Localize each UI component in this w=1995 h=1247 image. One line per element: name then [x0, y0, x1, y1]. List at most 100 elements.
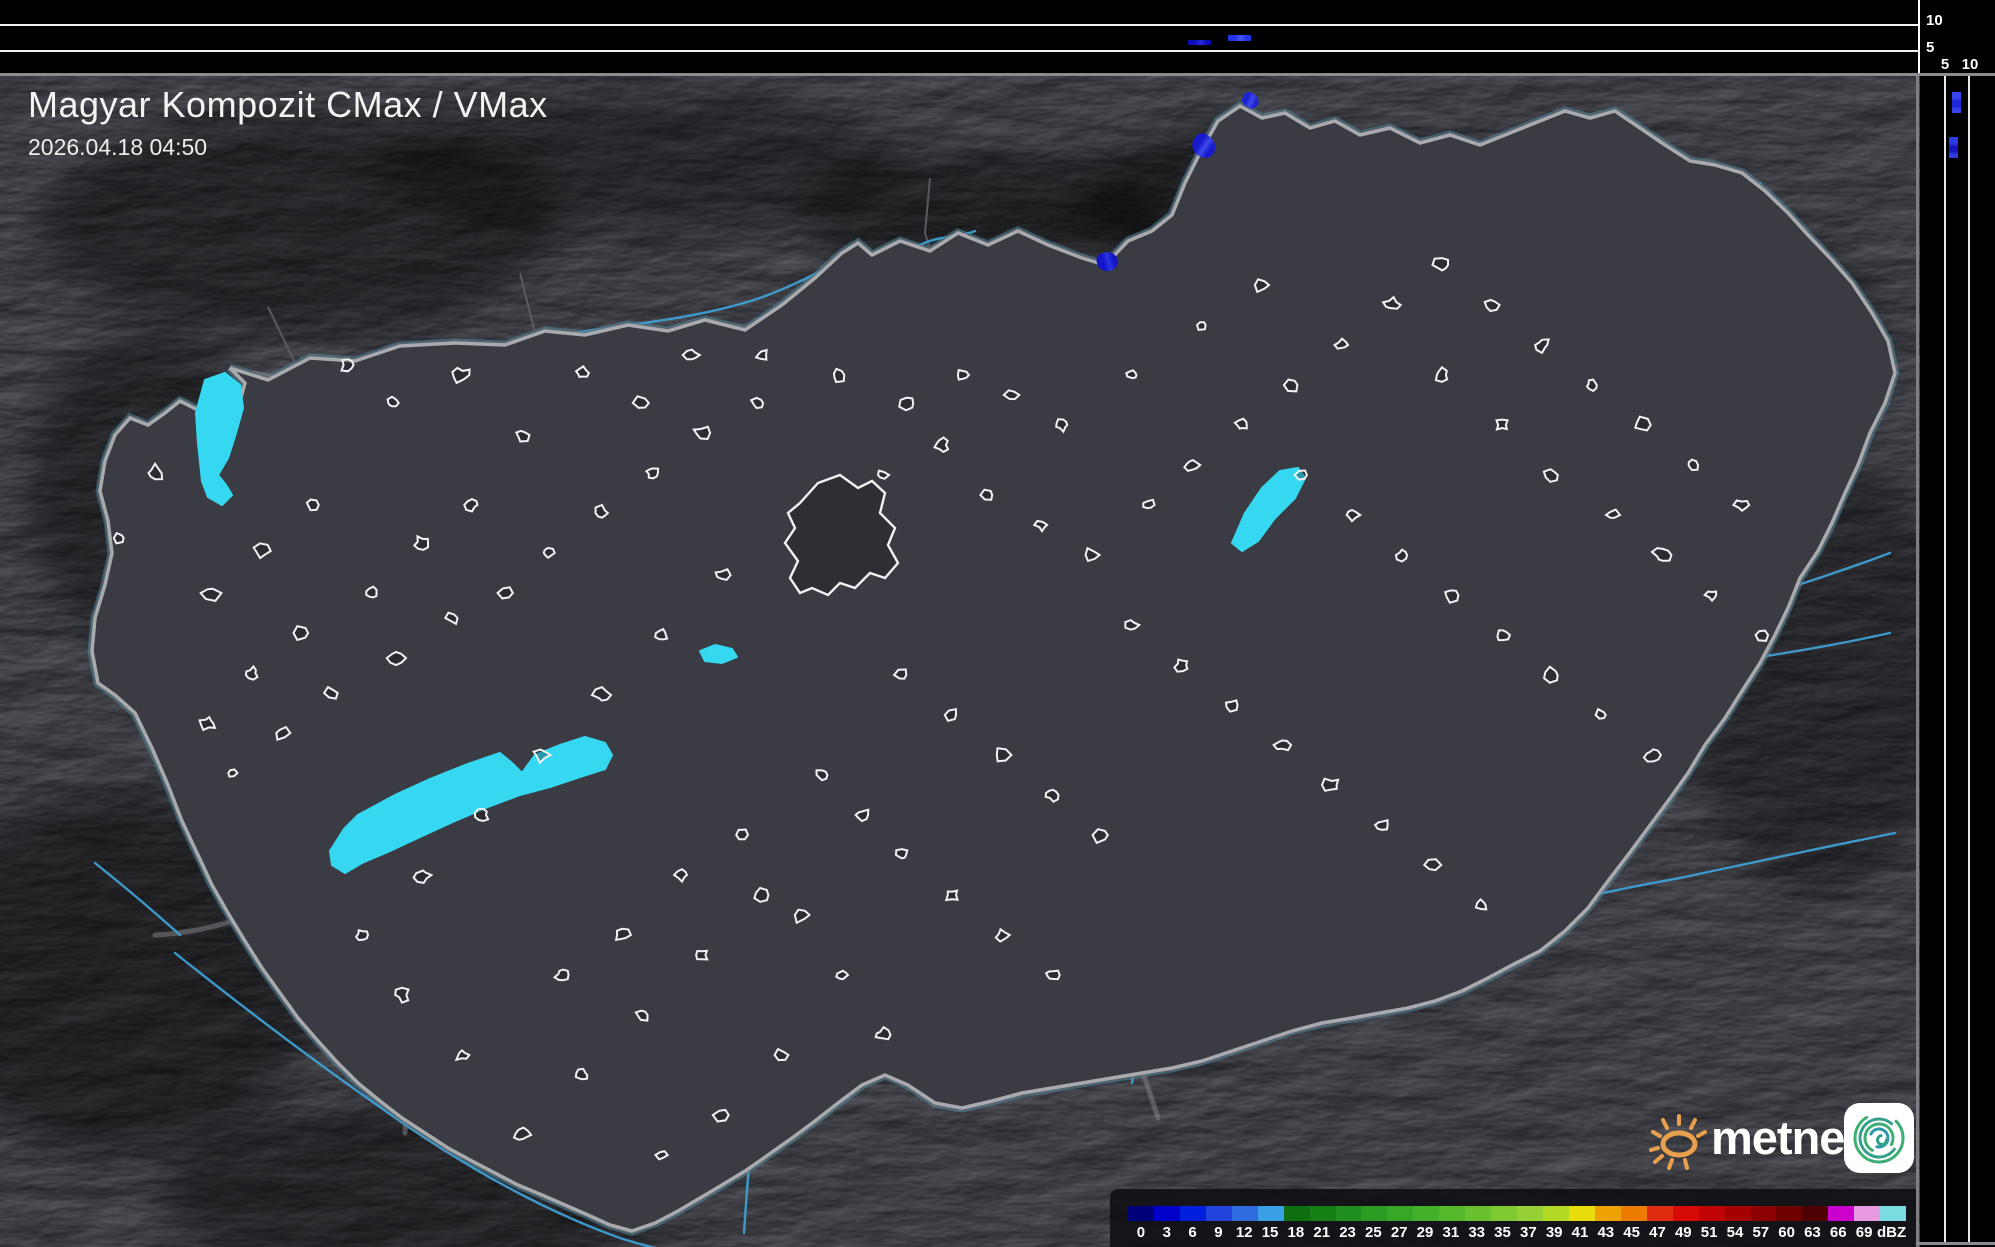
scale-segment — [1802, 1206, 1829, 1221]
city-outline — [454, 1049, 471, 1062]
city-outline — [1282, 378, 1299, 393]
scale-segment — [1179, 1206, 1206, 1221]
scale-label: 41 — [1571, 1224, 1589, 1241]
city-outline — [1084, 546, 1102, 563]
scale-segment — [1517, 1206, 1543, 1221]
city-outline — [532, 748, 553, 765]
scale-label: 6 — [1188, 1224, 1197, 1241]
city-outline — [1585, 378, 1598, 393]
side-axis-label-5: 5 — [1940, 56, 1950, 73]
scale-segment — [1309, 1206, 1336, 1221]
scale-segment — [1724, 1206, 1751, 1221]
city-outline — [412, 534, 429, 551]
city-outline — [1604, 508, 1622, 519]
scale-label: 45 — [1623, 1224, 1640, 1241]
scale-label: dBZ — [1877, 1224, 1907, 1241]
scale-segment — [1335, 1206, 1362, 1221]
city-outline — [1542, 468, 1559, 483]
city-outline — [292, 624, 310, 642]
city-outline — [1320, 777, 1340, 792]
scale-label: 12 — [1235, 1224, 1253, 1241]
city-outline — [512, 1126, 533, 1141]
scale-label: 3 — [1162, 1224, 1171, 1241]
city-outline — [1002, 389, 1021, 401]
scale-label: 21 — [1313, 1224, 1331, 1241]
city-outline — [1642, 748, 1663, 763]
scale-segment — [1128, 1206, 1154, 1221]
city-outline — [1233, 417, 1248, 430]
metnet-app-icon — [1844, 1103, 1914, 1173]
lake-ferto — [195, 372, 244, 506]
map-right-border — [1916, 76, 1919, 1247]
city-outline — [692, 425, 712, 440]
scale-segment — [1439, 1206, 1466, 1221]
budapest-outline — [783, 473, 900, 597]
city-outline — [574, 365, 591, 378]
scale-segment — [1776, 1206, 1803, 1221]
lake-velence — [699, 644, 738, 664]
gridline-5km — [0, 50, 1918, 52]
sun-icon — [1649, 1114, 1707, 1170]
city-outline — [631, 395, 651, 409]
city-outline — [451, 366, 471, 385]
city-outline — [994, 927, 1012, 943]
city-outline — [1381, 295, 1403, 310]
scale-label: 0 — [1136, 1224, 1146, 1241]
city-outline — [322, 685, 339, 700]
scale-segment — [1620, 1206, 1647, 1221]
scale-segment — [1880, 1206, 1907, 1221]
city-outline — [365, 585, 378, 599]
city-outline — [1650, 547, 1673, 562]
city-outline — [147, 461, 164, 481]
city-outline — [1091, 828, 1110, 845]
city-outline — [1422, 858, 1443, 872]
city-outline — [496, 586, 515, 600]
scale-label: 33 — [1468, 1224, 1486, 1241]
city-outline — [574, 1067, 589, 1081]
city-outline — [1394, 548, 1409, 563]
city-outline — [340, 358, 355, 373]
scale-segment — [1361, 1206, 1388, 1221]
side-axis-label-10: 10 — [1961, 56, 1979, 73]
scale-segment — [1491, 1206, 1518, 1221]
city-outline — [1125, 369, 1138, 380]
city-outline — [1183, 458, 1202, 473]
scale-label: 15 — [1261, 1224, 1279, 1241]
scale-label: 37 — [1519, 1224, 1537, 1241]
city-outline — [199, 587, 223, 603]
scale-segment — [1283, 1206, 1310, 1221]
city-outline — [1044, 788, 1060, 803]
city-outline — [275, 725, 292, 742]
lake-balaton — [329, 736, 613, 874]
city-outline — [394, 986, 410, 1004]
city-outline — [1634, 415, 1652, 432]
scale-label: 57 — [1752, 1224, 1770, 1241]
page-title: Magyar Kompozit CMax / VMax — [28, 84, 548, 125]
logo-text: metnet — [1711, 1111, 1860, 1164]
scale-segment — [1698, 1206, 1725, 1221]
city-outline — [815, 769, 829, 782]
city-outline — [443, 611, 459, 626]
city-outline — [773, 1047, 790, 1062]
city-outline — [1142, 498, 1156, 510]
city-outline — [876, 469, 891, 480]
scale-label: 47 — [1649, 1224, 1666, 1241]
scale-segment — [1257, 1206, 1284, 1221]
lakes — [195, 372, 1306, 874]
gridline-10km — [0, 24, 1918, 26]
side-gridline-10km — [1968, 76, 1970, 1242]
city-outline — [943, 708, 958, 722]
city-outline — [634, 1009, 649, 1022]
scale-segment — [1205, 1206, 1232, 1221]
map-hungary — [0, 76, 1920, 1247]
city-outline — [514, 429, 531, 443]
city-outline — [112, 531, 125, 545]
city-outline — [244, 664, 259, 681]
city-outline — [385, 650, 408, 667]
scale-label: 60 — [1778, 1224, 1795, 1241]
city-outline — [1434, 365, 1449, 383]
city-outline — [749, 396, 765, 410]
side-gridline-5km — [1944, 76, 1946, 1242]
scale-segment — [1854, 1206, 1881, 1221]
